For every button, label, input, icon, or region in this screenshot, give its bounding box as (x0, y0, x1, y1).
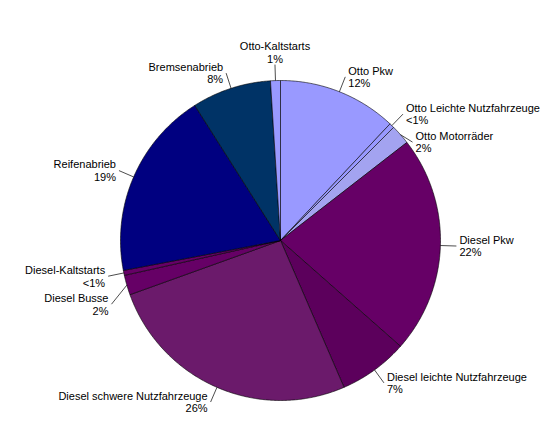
svg-text:Diesel schwere Nutzfahrzeuge26: Diesel schwere Nutzfahrzeuge26% (58, 390, 207, 415)
svg-text:Diesel Busse2%: Diesel Busse2% (44, 292, 108, 317)
svg-text:Diesel-Kaltstarts<1%: Diesel-Kaltstarts<1% (25, 264, 106, 289)
svg-text:Otto Motorräder2%: Otto Motorräder2% (416, 130, 494, 155)
svg-text:Reifenabrieb19%: Reifenabrieb19% (54, 158, 117, 183)
svg-text:Diesel leichte Nutzfahrzeuge7%: Diesel leichte Nutzfahrzeuge7% (387, 371, 527, 396)
svg-text:Bremsenabrieb8%: Bremsenabrieb8% (149, 61, 224, 86)
svg-text:Otto-Kaltstarts1%: Otto-Kaltstarts1% (240, 40, 311, 65)
svg-text:Otto Leichte Nutzfahrzeuge<1%: Otto Leichte Nutzfahrzeuge<1% (406, 102, 540, 127)
svg-text:Diesel Pkw22%: Diesel Pkw22% (459, 234, 513, 259)
svg-text:Otto Pkw12%: Otto Pkw12% (348, 65, 393, 90)
